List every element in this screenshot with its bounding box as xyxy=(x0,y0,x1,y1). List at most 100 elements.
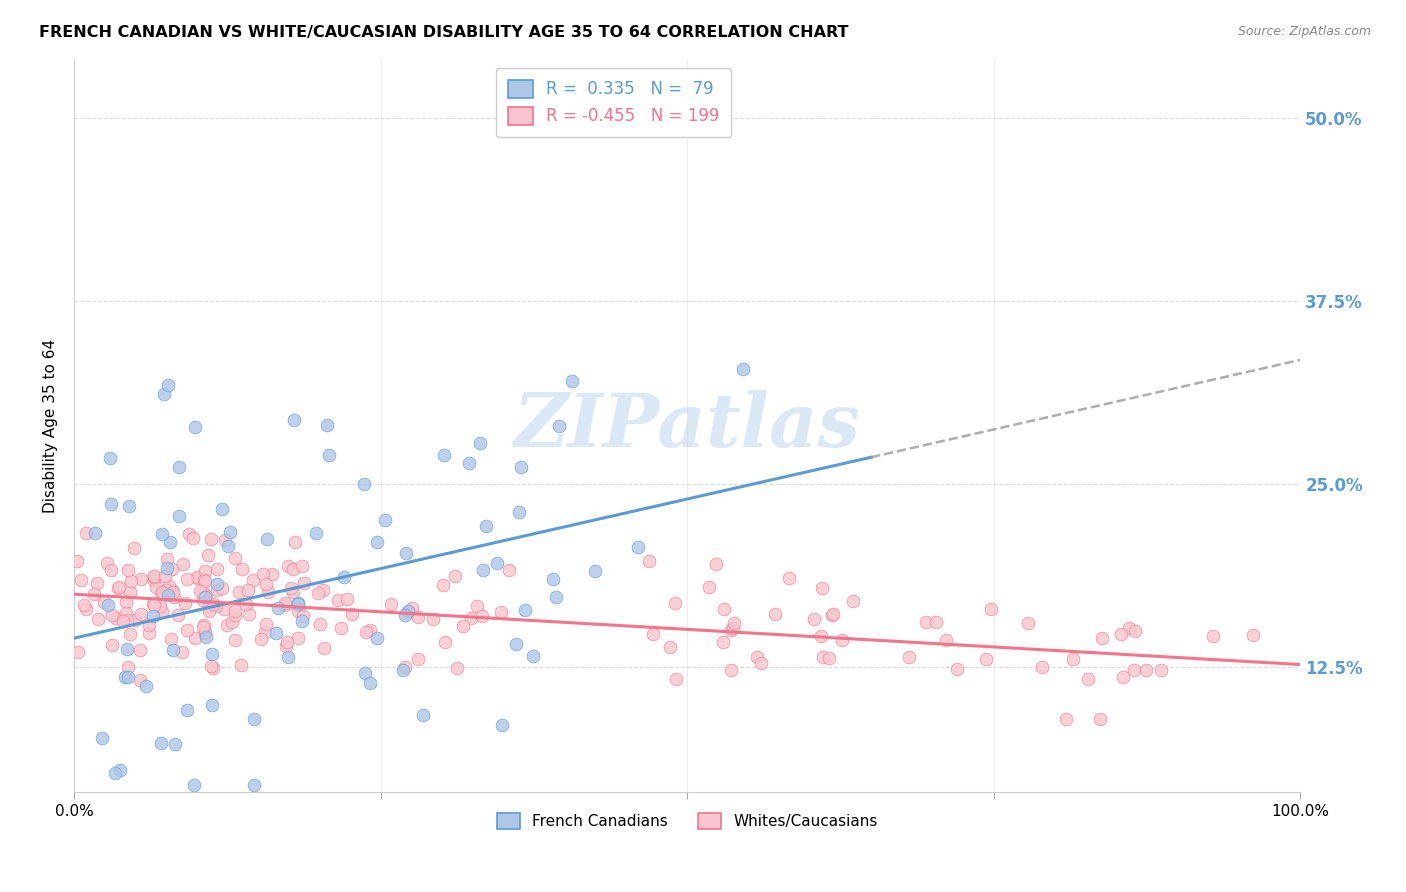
Point xyxy=(699,581,721,595)
Point xyxy=(238,607,260,621)
Text: Source: ZipAtlas.com: Source: ZipAtlas.com xyxy=(1237,25,1371,38)
Point xyxy=(156,588,179,602)
Point xyxy=(66,554,89,568)
Point xyxy=(73,598,96,612)
Point xyxy=(541,572,564,586)
Point xyxy=(194,624,217,639)
Point xyxy=(212,602,235,616)
Point xyxy=(174,596,197,610)
Point xyxy=(451,618,474,632)
Point xyxy=(720,663,742,677)
Point xyxy=(142,569,165,583)
Point xyxy=(131,607,153,622)
Point xyxy=(380,597,402,611)
Point xyxy=(561,375,583,389)
Point xyxy=(205,599,228,614)
Point xyxy=(157,580,180,594)
Point xyxy=(83,587,105,601)
Point xyxy=(207,576,229,591)
Point xyxy=(138,626,160,640)
Point xyxy=(1112,670,1135,684)
Point xyxy=(457,456,479,470)
Point xyxy=(354,665,377,680)
Point xyxy=(471,609,494,624)
Text: ZIPatlas: ZIPatlas xyxy=(513,390,860,462)
Point xyxy=(897,650,920,665)
Point xyxy=(366,632,388,646)
Point xyxy=(75,602,97,616)
Point xyxy=(260,567,283,582)
Point xyxy=(583,565,606,579)
Point xyxy=(118,584,141,599)
Point xyxy=(821,607,844,622)
Point xyxy=(201,648,224,662)
Point xyxy=(170,645,193,659)
Point xyxy=(159,534,181,549)
Point xyxy=(242,573,264,587)
Point xyxy=(69,573,91,587)
Point xyxy=(315,418,337,433)
Point xyxy=(201,598,224,612)
Point xyxy=(129,643,152,657)
Point xyxy=(946,662,969,676)
Point xyxy=(205,562,228,576)
Point xyxy=(391,663,413,677)
Point xyxy=(359,675,381,690)
Point xyxy=(422,612,444,626)
Point xyxy=(974,652,997,666)
Point xyxy=(176,572,198,586)
Point xyxy=(105,611,128,625)
Point xyxy=(142,597,165,611)
Point xyxy=(193,573,215,587)
Point xyxy=(513,603,536,617)
Point xyxy=(328,593,350,607)
Point xyxy=(491,718,513,732)
Point xyxy=(254,617,277,632)
Point xyxy=(98,451,121,466)
Point xyxy=(96,556,118,570)
Point xyxy=(544,590,567,604)
Point xyxy=(243,712,266,726)
Point xyxy=(224,632,246,647)
Point xyxy=(67,644,90,658)
Point xyxy=(1111,627,1133,641)
Point xyxy=(124,613,146,627)
Point xyxy=(522,649,544,664)
Y-axis label: Disability Age 35 to 64: Disability Age 35 to 64 xyxy=(44,339,58,513)
Point xyxy=(120,627,142,641)
Point xyxy=(274,598,297,612)
Point xyxy=(283,535,305,549)
Point xyxy=(810,581,832,595)
Point xyxy=(201,698,224,712)
Point xyxy=(336,592,359,607)
Point xyxy=(505,637,527,651)
Point xyxy=(155,582,177,597)
Point xyxy=(498,563,520,577)
Point xyxy=(287,597,309,611)
Point xyxy=(394,659,416,673)
Point xyxy=(114,595,136,609)
Point xyxy=(149,599,172,613)
Point xyxy=(122,541,145,555)
Point xyxy=(217,618,239,632)
Point xyxy=(763,607,786,621)
Point xyxy=(217,539,239,553)
Point xyxy=(915,615,938,629)
Point xyxy=(112,614,135,628)
Point xyxy=(235,597,257,611)
Point xyxy=(1031,660,1053,674)
Point xyxy=(731,362,754,376)
Point xyxy=(333,570,356,584)
Point xyxy=(643,627,665,641)
Point xyxy=(292,575,315,590)
Point xyxy=(177,527,200,541)
Point xyxy=(778,571,800,585)
Point xyxy=(200,659,222,673)
Point xyxy=(75,525,97,540)
Point xyxy=(100,497,122,511)
Point xyxy=(508,505,530,519)
Point xyxy=(353,476,375,491)
Point xyxy=(107,581,129,595)
Point xyxy=(547,418,569,433)
Point xyxy=(214,533,236,548)
